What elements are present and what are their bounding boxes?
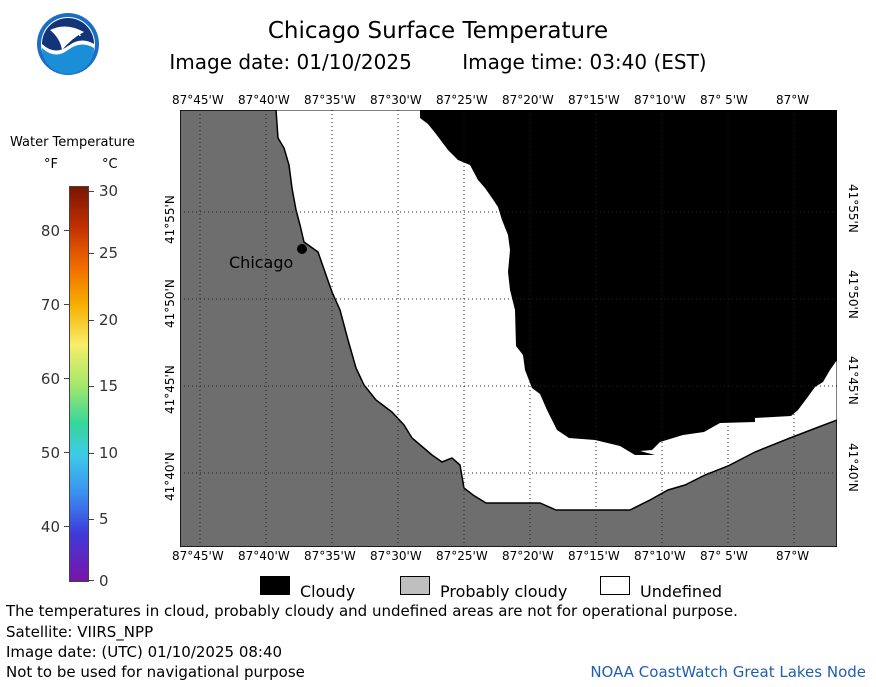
celsius-tick: 0: [99, 572, 109, 590]
legend-title: Water Temperature: [10, 135, 135, 150]
lat-label-right: 41°40'N: [846, 443, 860, 492]
lon-label-bottom: 87°15'W: [568, 549, 620, 563]
colorbar-tickmark: [89, 580, 94, 581]
subtitle: Image date: 01/10/2025 Image time: 03:40…: [0, 50, 876, 74]
city-label: Chicago: [229, 253, 294, 272]
colorbar-tickmark: [89, 253, 94, 254]
lon-label-top: 87°20'W: [502, 93, 554, 107]
celsius-tick: 25: [99, 244, 119, 262]
lon-label-bottom: 87°35'W: [304, 549, 356, 563]
graticule: [180, 110, 837, 547]
colorbar-tickmark: [89, 386, 94, 387]
colorbar-tickmark: [89, 191, 94, 192]
colorbar-tickmark: [89, 320, 94, 321]
key-probably-cloudy-swatch: [400, 576, 430, 595]
celsius-tick: 15: [99, 377, 119, 395]
key-cloudy-swatch: [260, 576, 290, 595]
credit-label: NOAA CoastWatch Great Lakes Node: [590, 663, 866, 681]
image-date: Image date: 01/10/2025: [169, 50, 412, 74]
lon-label-bottom: 87°40'W: [238, 549, 290, 563]
key-undefined-label: Undefined: [640, 582, 723, 601]
key-probably-cloudy-label: Probably cloudy: [440, 582, 568, 601]
image-time: Image time: 03:40 (EST): [462, 50, 707, 74]
logo-text: NOAA: [55, 29, 81, 38]
colorbar-tickmark: [64, 230, 69, 231]
fahrenheit-tick: 50: [40, 444, 60, 462]
lon-label-top: 87°40'W: [238, 93, 290, 107]
colorbar-tickmark: [64, 526, 69, 527]
colorbar-tickmark: [64, 304, 69, 305]
lat-label-right: 41°45'N: [846, 356, 860, 405]
unit-fahrenheit: °F: [44, 157, 58, 172]
lon-label-top: 87°15'W: [568, 93, 620, 107]
fahrenheit-tick: 70: [40, 296, 60, 314]
colorbar-tickmark: [64, 378, 69, 379]
lon-label-top: 87°45'W: [172, 93, 224, 107]
celsius-tick: 10: [99, 444, 119, 462]
lon-label-bottom: 87°10'W: [634, 549, 686, 563]
celsius-tick: 30: [99, 182, 119, 200]
lat-label-left: 41°55'N: [163, 195, 177, 244]
lon-label-top: 87° 5'W: [700, 93, 748, 107]
lat-label-right: 41°50'N: [846, 270, 860, 319]
lon-label-bottom: 87°W: [776, 549, 810, 563]
page-title: Chicago Surface Temperature: [267, 18, 609, 44]
key-cloudy-label: Cloudy: [300, 582, 356, 601]
colorbar-tickmark: [89, 453, 94, 454]
colorbar-tickmark: [64, 452, 69, 453]
unit-celsius: °C: [102, 157, 118, 172]
disclaimer-note: The temperatures in cloud, probably clou…: [6, 602, 738, 620]
surface-temperature-map: [179, 109, 838, 551]
lat-label-right: 41°55'N: [846, 184, 860, 233]
lon-label-bottom: 87°20'W: [502, 549, 554, 563]
lon-label-top: 87°25'W: [436, 93, 488, 107]
noaa-logo: NOAA: [36, 12, 100, 76]
lon-label-top: 87°30'W: [370, 93, 422, 107]
fahrenheit-tick: 60: [40, 370, 60, 388]
lon-label-top: 87°10'W: [634, 93, 686, 107]
colorbar-tickmark: [89, 519, 94, 520]
lon-label-bottom: 87°30'W: [370, 549, 422, 563]
satellite-note: Satellite: VIIRS_NPP: [6, 623, 154, 641]
lon-label-bottom: 87°25'W: [436, 549, 488, 563]
chicago-marker: [297, 244, 307, 254]
fahrenheit-tick: 80: [40, 222, 60, 240]
lon-label-top: 87°W: [776, 93, 810, 107]
key-undefined-swatch: [600, 576, 630, 595]
fahrenheit-tick: 40: [40, 518, 60, 536]
lon-label-bottom: 87° 5'W: [700, 549, 748, 563]
celsius-tick: 20: [99, 311, 119, 329]
utc-date-note: Image date: (UTC) 01/10/2025 08:40: [6, 643, 283, 661]
lon-label-top: 87°35'W: [304, 93, 356, 107]
lon-label-bottom: 87°45'W: [172, 549, 224, 563]
temperature-colorbar: [69, 186, 89, 582]
lat-label-left: 41°40'N: [163, 452, 177, 501]
lat-label-left: 41°45'N: [163, 365, 177, 414]
navigation-note: Not to be used for navigational purpose: [6, 663, 305, 681]
lat-label-left: 41°50'N: [163, 279, 177, 328]
celsius-tick: 5: [99, 510, 109, 528]
cloud-area: [420, 110, 837, 455]
